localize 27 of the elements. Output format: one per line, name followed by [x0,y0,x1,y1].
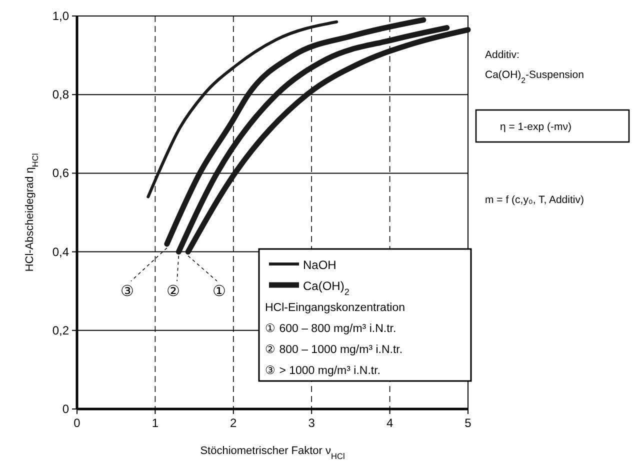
annotation: ③ > 1000 mg/m³ i.N.tr. [265,365,380,377]
text: Additiv: [485,49,520,61]
y-tick-label: 0,8 [52,88,70,102]
annotation: ② 800 – 1000 mg/m³ i.N.tr. [265,344,403,356]
y-tick-label: 0,4 [52,244,70,259]
text: Ca(OH)$_{2}$-Suspension [485,69,584,84]
text: m = f (c,y₀, T, Additiv) [485,194,584,206]
x-tick-label: 0 [74,416,81,430]
y-tick-label: 1,0 [52,9,70,23]
annotation: ② [166,283,180,300]
legend-label: NaOH [303,258,336,272]
x-tick-label: 5 [464,416,472,430]
line-series [146,20,338,198]
x-tick-label: 3 [308,416,316,430]
annotation: ① [212,283,226,300]
x-tick-label: 1 [152,416,159,430]
y-tick-label: 0 [62,402,70,416]
annotation: ③ [120,283,134,300]
y-tick-label: 0,6 [52,166,70,180]
annotation: HCl-Eingangskonzentration [265,302,405,314]
annotation: ① 600 – 800 mg/m³ i.N.tr. [265,323,396,335]
text: η = 1-exp (-mν) [500,121,572,133]
x-tick-label: 2 [230,416,238,430]
legend-label: Ca(OH)$_{2}$ [303,279,350,297]
x-tick-label: 4 [386,416,394,430]
x-axis-title: Stöchiometrischer Faktor ν$_{HCl}$ [200,445,345,460]
y-tick-label: 0,2 [52,323,70,338]
